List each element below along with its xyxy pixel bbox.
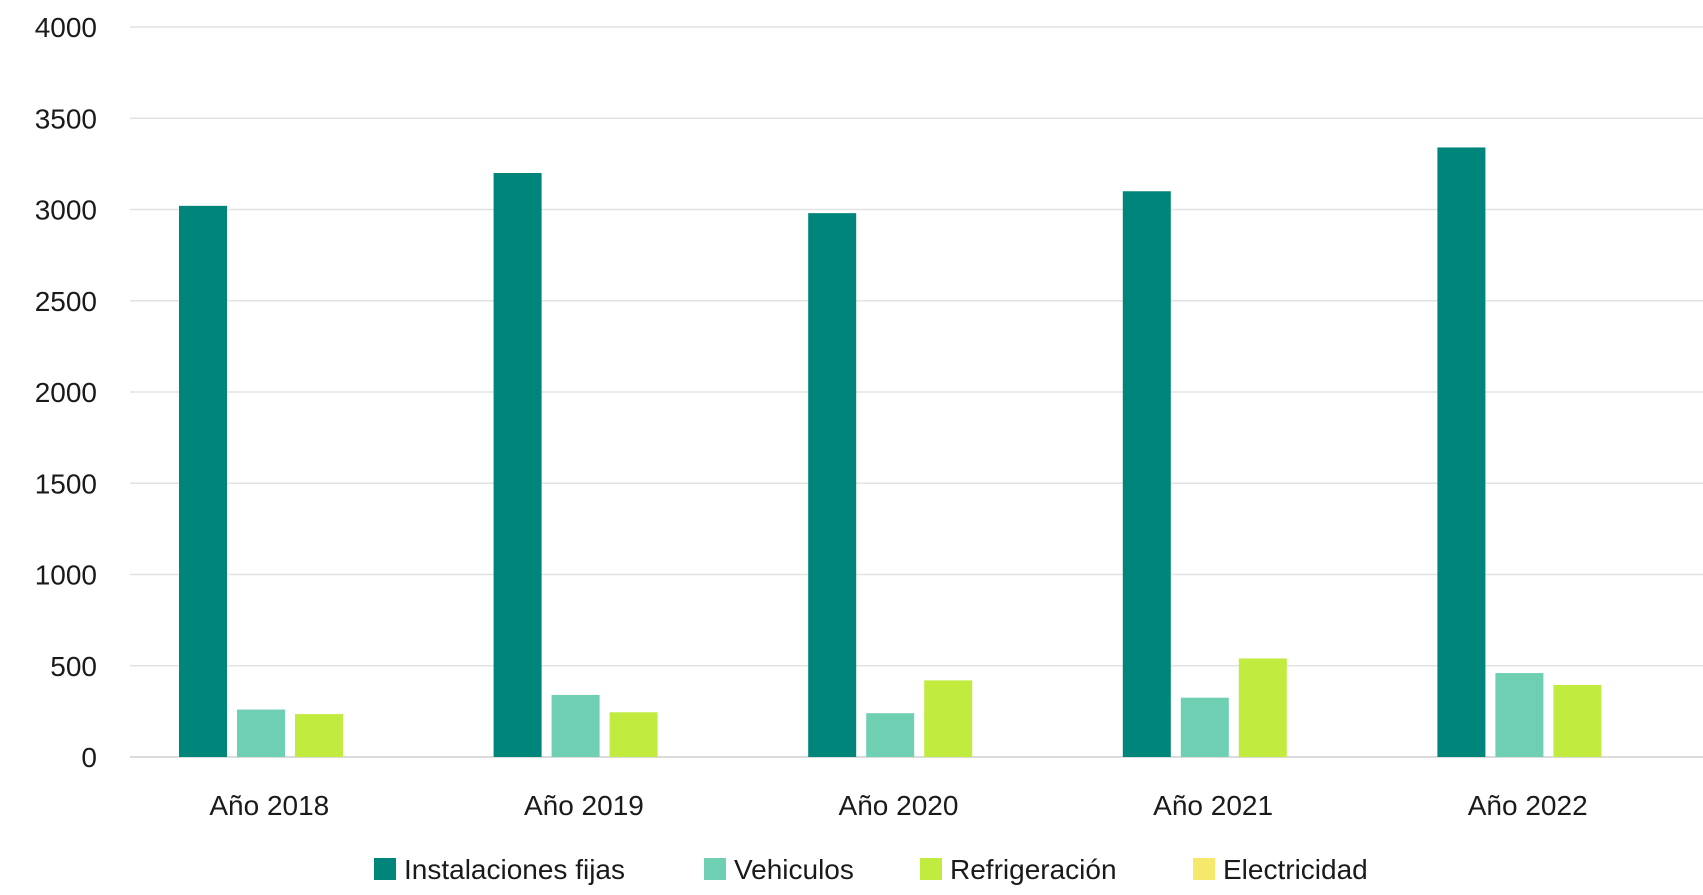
y-tick-label: 4000: [35, 12, 97, 43]
bar-refrigeraci-n: [924, 680, 973, 757]
y-tick-label: 1000: [35, 560, 97, 591]
legend-label: Electricidad: [1223, 854, 1368, 885]
bar-vehiculos: [551, 694, 600, 757]
gridlines: [130, 26, 1703, 758]
legend-label: Instalaciones fijas: [404, 854, 625, 885]
legend-item: Electricidad: [1193, 854, 1368, 885]
y-tick-label: 3500: [35, 103, 97, 134]
bar-instalaciones-fijas: [493, 173, 542, 757]
legend-swatch: [1193, 858, 1215, 880]
bar-refrigeraci-n: [1238, 658, 1287, 757]
legend: Instalaciones fijas Vehiculos Refrigeració…: [374, 854, 1368, 885]
legend-swatch: [374, 858, 396, 880]
x-tick-label: Año 2020: [839, 790, 959, 821]
legend-item: Instalaciones fijas: [374, 854, 625, 885]
bar-vehiculos: [866, 713, 915, 757]
y-tick-label: 1500: [35, 468, 97, 499]
y-tick-label: 3000: [35, 195, 97, 226]
y-tick-label: 2000: [35, 377, 97, 408]
bar-instalaciones-fijas: [1437, 147, 1486, 757]
legend-item: Refrigeración: [920, 854, 1117, 885]
legend-label: Vehiculos: [734, 854, 854, 885]
bars: [179, 147, 1602, 758]
x-tick-label: Año 2021: [1153, 790, 1273, 821]
x-axis: Año 2018 Año 2019 Año 2020 Año 2021 Año 2022: [209, 790, 1587, 821]
bar-refrigeraci-n: [609, 712, 658, 757]
bar-vehiculos: [237, 709, 285, 757]
legend-label: Refrigeración: [950, 854, 1117, 885]
legend-swatch: [704, 858, 726, 880]
legend-swatch: [920, 858, 942, 880]
legend-item: Vehiculos: [704, 854, 854, 885]
bar-instalaciones-fijas: [808, 213, 857, 757]
bar-instalaciones-fijas: [179, 205, 227, 758]
y-tick-label: 2500: [35, 286, 97, 317]
x-tick-label: Año 2019: [524, 790, 644, 821]
bar-vehiculos: [1495, 673, 1544, 757]
y-tick-label: 0: [81, 742, 97, 773]
bar-vehiculos: [1180, 697, 1229, 757]
bar-refrigeraci-n: [295, 714, 343, 757]
y-tick-label: 500: [50, 651, 97, 682]
x-tick-label: Año 2022: [1468, 790, 1588, 821]
x-tick-label: Año 2018: [209, 790, 329, 821]
y-axis-ticks: 0 500 1000 1500 2000 2500 3000 3500 4000: [35, 12, 97, 773]
bar-instalaciones-fijas: [1122, 191, 1171, 757]
bar-refrigeraci-n: [1553, 684, 1602, 757]
